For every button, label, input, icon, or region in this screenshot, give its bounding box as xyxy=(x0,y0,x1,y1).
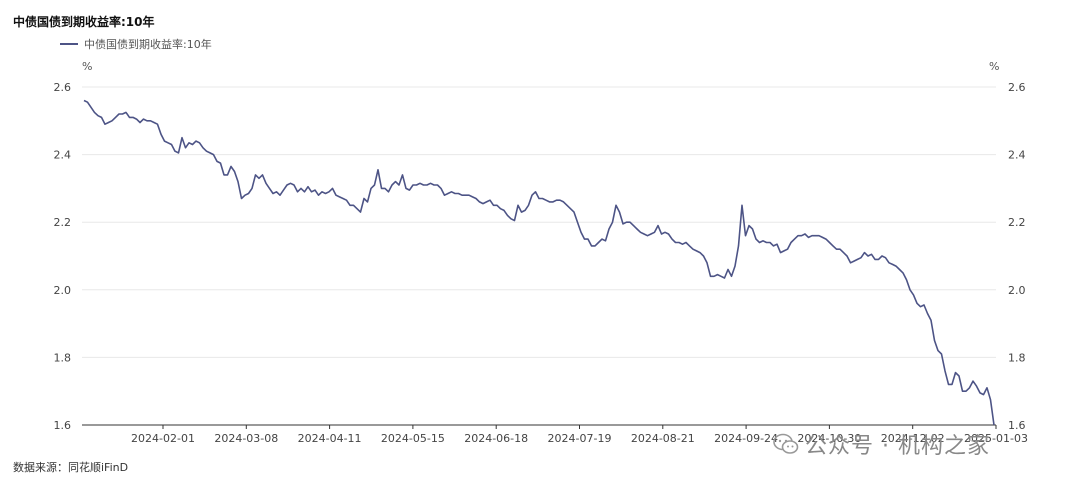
y-tick-label-left: 1.8 xyxy=(54,351,72,364)
y-tick-label-left: 2.2 xyxy=(54,216,72,229)
y-tick-label-right: 1.6 xyxy=(1008,419,1026,432)
y-tick-label-right: 1.8 xyxy=(1008,351,1026,364)
series-line xyxy=(83,99,995,426)
y-unit-right: % xyxy=(989,60,999,73)
y-axis-left: 2.6 2.4 2.2 2.0 1.8 1.6 xyxy=(54,81,72,432)
x-tick-label: 2024-05-15 xyxy=(381,432,445,445)
y-axis-right: 2.6 2.4 2.2 2.0 1.8 1.6 xyxy=(1008,81,1026,432)
y-unit-left: % xyxy=(82,60,92,73)
grid-lines xyxy=(82,86,996,426)
wechat-icon xyxy=(773,433,799,454)
legend: 中债国债到期收益率:10年 xyxy=(60,36,212,52)
x-tick-label: 2024-03-08 xyxy=(214,432,278,445)
x-tick-label: 2024-02-01 xyxy=(131,432,195,445)
legend-label: 中债国债到期收益率:10年 xyxy=(84,38,212,51)
x-tick-label: 2024-06-18 xyxy=(464,432,528,445)
x-tick-label: 2024-08-21 xyxy=(631,432,695,445)
y-tick-label-right: 2.6 xyxy=(1008,81,1026,94)
x-tick-label: 2024-07-19 xyxy=(548,432,612,445)
x-tick-label: 2024-12-02 xyxy=(881,432,945,445)
y-tick-label-left: 2.6 xyxy=(54,81,72,94)
series-group xyxy=(83,99,995,426)
y-tick-label-left: 2.4 xyxy=(54,149,72,162)
watermark-text: 公众号 · 机构之家 xyxy=(805,434,990,459)
x-tick-label: 2024-10-30 xyxy=(797,432,861,445)
y-tick-label-right: 2.2 xyxy=(1008,216,1026,229)
y-tick-label-right: 2.4 xyxy=(1008,149,1026,162)
y-tick-label-left: 2.0 xyxy=(54,284,72,297)
x-tick-label: 2024-04-11 xyxy=(298,432,362,445)
chart-title: 中债国债到期收益率:10年 xyxy=(13,15,155,29)
legend-swatch xyxy=(60,43,78,45)
data-source: 数据来源：同花顺iFinD xyxy=(13,461,129,474)
x-tick-label: 2025-01-03 xyxy=(964,432,1028,445)
watermark: 公众号 · 机构之家 xyxy=(773,428,990,460)
x-tick-label: 2024-09-24 xyxy=(714,432,778,445)
x-axis: 2024-02-01 2024-03-08 2024-04-11 2024-05-15… xyxy=(82,424,1028,445)
y-tick-label-left: 1.6 xyxy=(54,419,72,432)
y-tick-label-right: 2.0 xyxy=(1008,284,1026,297)
